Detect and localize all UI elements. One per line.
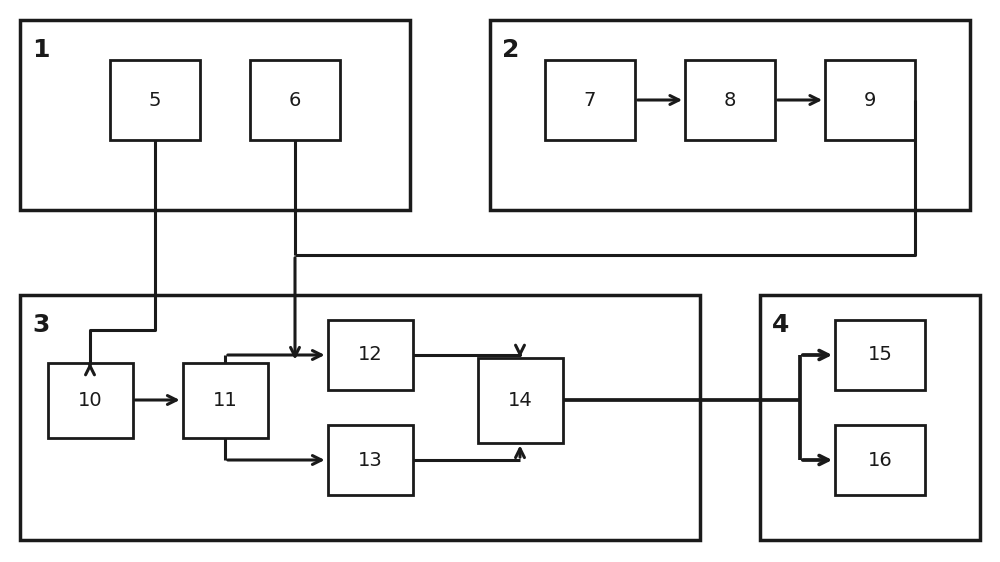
Text: 6: 6	[289, 90, 301, 110]
Text: 8: 8	[724, 90, 736, 110]
Text: 11: 11	[213, 391, 237, 410]
Bar	[110, 60, 200, 140]
Bar	[835, 320, 925, 390]
Text: 13: 13	[358, 451, 382, 469]
Bar	[835, 425, 925, 495]
Bar	[760, 295, 980, 540]
Text: 3: 3	[32, 313, 49, 337]
Bar	[328, 425, 413, 495]
Text: 14: 14	[508, 391, 532, 410]
Bar	[545, 60, 635, 140]
Text: 10: 10	[78, 391, 102, 410]
Text: 5: 5	[149, 90, 161, 110]
Text: 7: 7	[584, 90, 596, 110]
Bar	[20, 295, 700, 540]
Bar	[48, 362, 132, 437]
Text: 15: 15	[868, 346, 892, 365]
Bar	[250, 60, 340, 140]
Bar	[478, 357, 562, 442]
Text: 16: 16	[868, 451, 892, 469]
Text: 4: 4	[772, 313, 789, 337]
Bar	[685, 60, 775, 140]
Bar	[490, 20, 970, 210]
Bar	[182, 362, 268, 437]
Text: 9: 9	[864, 90, 876, 110]
Bar	[825, 60, 915, 140]
Text: 2: 2	[502, 38, 519, 62]
Bar	[20, 20, 410, 210]
Text: 12: 12	[358, 346, 382, 365]
Text: 1: 1	[32, 38, 50, 62]
Bar	[328, 320, 413, 390]
